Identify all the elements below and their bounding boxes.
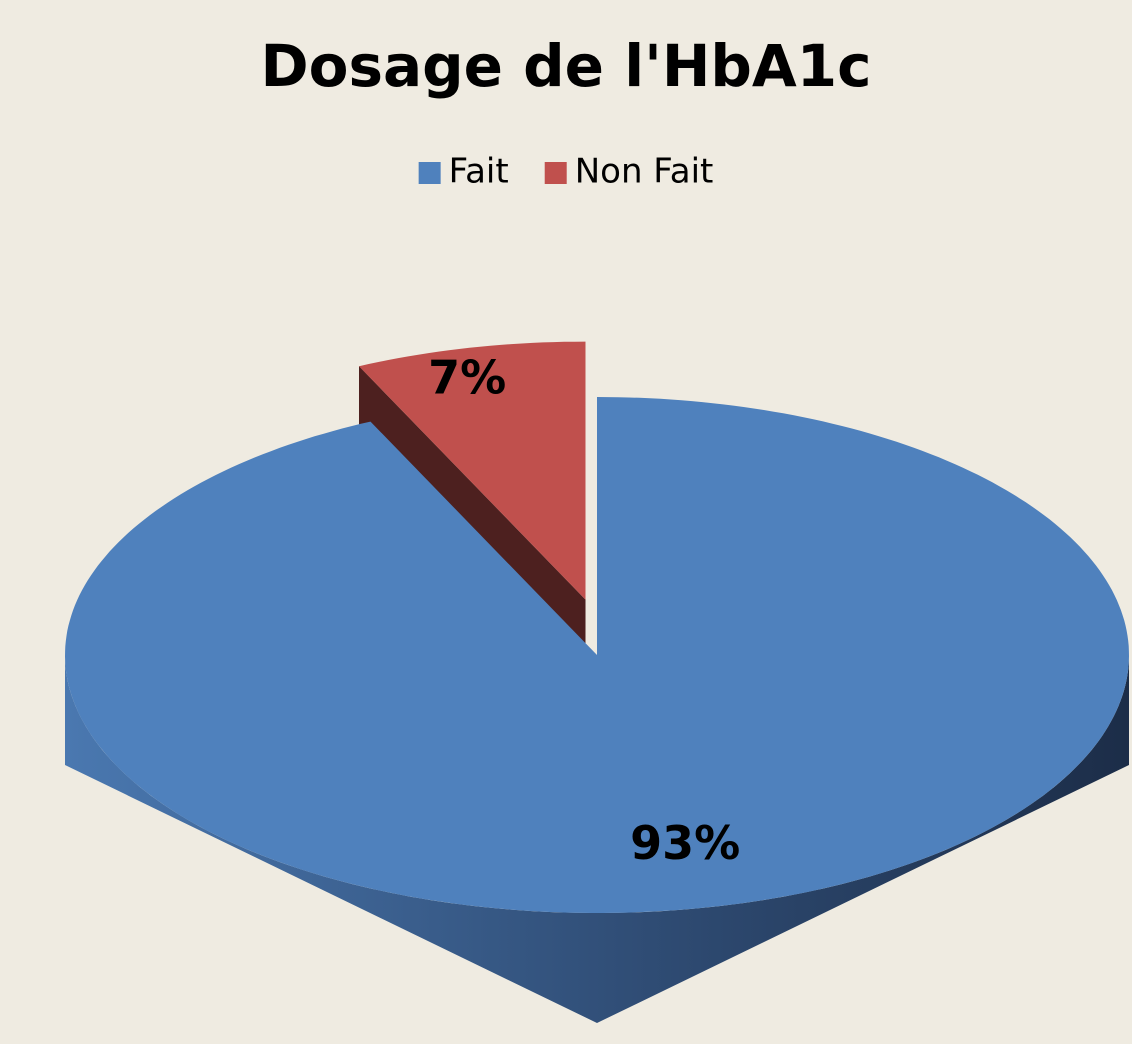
legend-swatch bbox=[418, 162, 441, 184]
data-label: 7% bbox=[428, 350, 506, 404]
slice bbox=[359, 341, 586, 600]
legend-swatch bbox=[544, 162, 567, 184]
legend-label: Fait bbox=[449, 152, 509, 192]
pie bbox=[65, 341, 1129, 1023]
legend-item: Non Fait bbox=[544, 152, 714, 192]
legend-item: Fait bbox=[418, 152, 509, 192]
slice bbox=[65, 397, 1129, 913]
slice-wall bbox=[65, 655, 1129, 1023]
legend: Fait Non Fait bbox=[418, 152, 714, 192]
chart-title: Dosage de l'HbA1c bbox=[260, 32, 871, 100]
data-label: 93% bbox=[630, 816, 740, 870]
value-labels: 7% 93% bbox=[428, 350, 740, 870]
legend-label: Non Fait bbox=[575, 152, 714, 192]
